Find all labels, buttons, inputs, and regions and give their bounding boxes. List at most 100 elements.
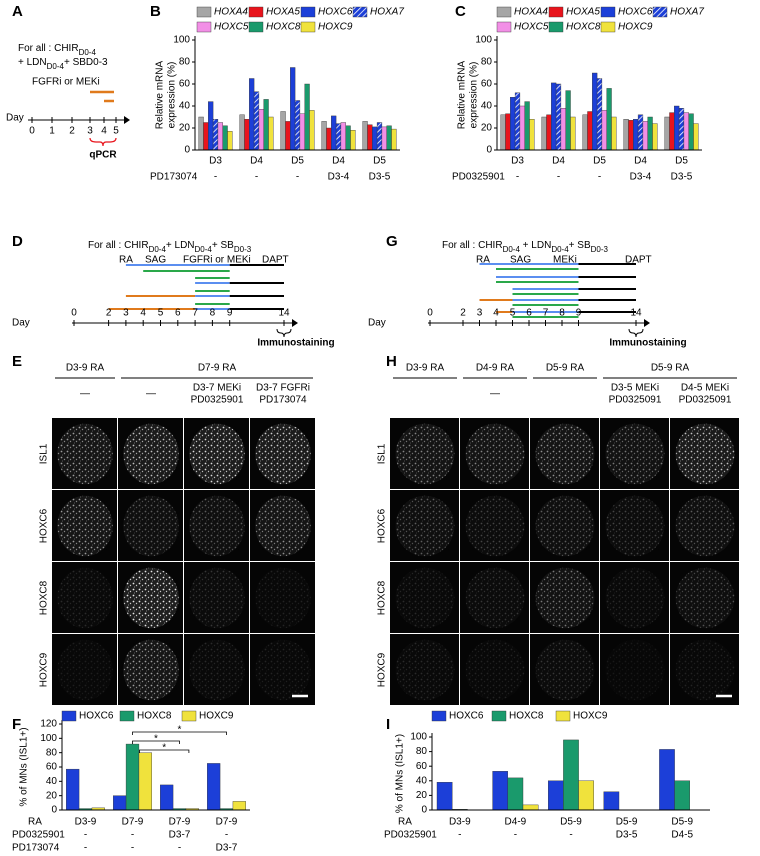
bar (633, 118, 639, 151)
row-value: - (178, 843, 181, 854)
row-label: HOXC9 (377, 652, 388, 687)
day-tick: 2 (69, 126, 75, 137)
x-tick-label: D5-9 (671, 817, 693, 828)
legend-swatch (431, 710, 447, 722)
legend-label: HOXC9 (618, 22, 653, 33)
row-value: - (598, 172, 601, 183)
bar (436, 782, 453, 811)
legend-swatch (300, 21, 316, 33)
signal-label: MEKi (553, 255, 577, 266)
group-label: D5-9 RA (546, 363, 585, 374)
y-tick-label: 40 (179, 101, 191, 112)
row-value: D4-5 (671, 830, 693, 841)
y-tick-label: 80 (179, 57, 191, 68)
y-tick-label: 20 (46, 790, 58, 801)
day-tick: 0 (427, 308, 433, 319)
subscript: D0-3 (591, 245, 609, 254)
x-tick-label: D4-9 (505, 817, 527, 828)
subscript: D0-4 (195, 245, 213, 254)
legend-swatch (196, 6, 212, 18)
condition-label: PD173074 (259, 395, 307, 406)
condition-part: For all : CHIR (442, 240, 503, 251)
y-tick-label: 80 (46, 747, 58, 758)
bar (647, 116, 653, 151)
y-tick-label: 100 (40, 733, 57, 744)
bar (674, 105, 680, 151)
bar (304, 83, 310, 151)
condition-label: D3-7 MEKi (193, 383, 241, 394)
row-value: - (514, 830, 517, 841)
micrograph-signal (675, 423, 735, 485)
significance-bracket (139, 749, 190, 753)
x-tick-label: D4 (634, 156, 647, 167)
row-value: - (296, 172, 299, 183)
row-value: - (557, 172, 560, 183)
bar (541, 116, 547, 151)
bar (623, 118, 629, 151)
y-tick-label: 20 (179, 123, 191, 134)
bar (280, 111, 286, 151)
y-tick-label: 100 (475, 35, 492, 46)
x-tick-label: D7-9 (169, 817, 191, 828)
row-value: - (131, 830, 134, 841)
micrograph-signal (675, 495, 735, 557)
row-label: PD0325901 (452, 172, 505, 183)
signal-label: RA (476, 255, 490, 266)
day-tick: 9 (576, 308, 582, 319)
micrograph-signal (465, 567, 525, 629)
day-tick: 7 (192, 308, 198, 319)
row-label: ISL1 (39, 443, 50, 464)
legend-swatch (600, 21, 616, 33)
bar (125, 743, 140, 811)
micrograph-signal (255, 567, 311, 629)
group-label: D3-9 RA (66, 363, 105, 374)
row-value: - (84, 830, 87, 841)
condition-part: + LDN (166, 240, 195, 251)
row-label: HOXC8 (39, 580, 50, 615)
condition-label: — (490, 389, 500, 400)
day-tick: 8 (559, 308, 565, 319)
y-tick-label: 0 (421, 805, 427, 816)
day-tick: 7 (543, 308, 549, 319)
micrograph-signal (395, 639, 455, 701)
subscript: D0-4 (503, 245, 521, 254)
micrograph-signal (605, 567, 665, 629)
group-label: D3-9 RA (406, 363, 445, 374)
bar (582, 114, 588, 151)
row-value: - (569, 830, 572, 841)
condition-part: + LDN (18, 57, 47, 68)
micrograph-signal (535, 495, 595, 557)
micrograph-signal (395, 423, 455, 485)
day-tick: 0 (71, 308, 77, 319)
x-tick-label: D5 (291, 156, 304, 167)
bar (212, 118, 219, 151)
x-tick-label: D3 (511, 156, 524, 167)
subscript: D0-4 (149, 245, 167, 254)
x-tick-label: D3-9 (449, 817, 471, 828)
significance-bracket (132, 740, 180, 744)
bar (669, 112, 675, 151)
bar (678, 107, 685, 151)
subscript: D0-4 (47, 62, 65, 71)
bar (551, 82, 557, 151)
bar (500, 114, 506, 151)
condition-label: D3-7 FGFRi (256, 383, 310, 394)
bar (217, 122, 223, 151)
y-tick-label: 0 (51, 805, 57, 816)
legend-label: HOXC9 (573, 711, 608, 722)
micrograph-signal (465, 423, 525, 485)
panel-label: D (12, 233, 23, 250)
bar (522, 804, 539, 811)
bar (548, 780, 564, 811)
bar (290, 67, 296, 151)
condition-part: For all : CHIR (18, 43, 79, 54)
axis-label: Day (368, 318, 386, 329)
bar (208, 101, 214, 151)
panel-label: E (12, 353, 22, 370)
micrograph-signal (605, 495, 665, 557)
legend-swatch (196, 21, 212, 33)
day-tick: 9 (227, 308, 233, 319)
condition-label: — (146, 389, 156, 400)
legend-label: HOXC9 (199, 711, 234, 722)
